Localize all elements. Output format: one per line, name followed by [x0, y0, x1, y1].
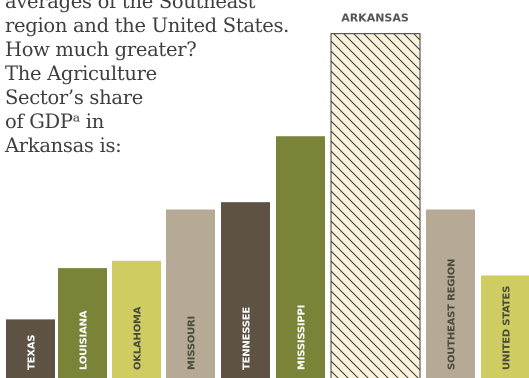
bar-label-missouri: MISSOURI	[187, 316, 198, 370]
bar-label-louisiana: LOUISIANA	[79, 310, 90, 370]
bar-label-tennessee: TENNESSEE	[242, 307, 253, 370]
bar-texas	[6, 319, 55, 378]
intro-line: averages of the Southeast	[5, 0, 256, 13]
bar-oklahoma	[112, 260, 161, 378]
bar-arkansas	[330, 33, 421, 378]
intro-text: averages of the Southeast region and the…	[5, 0, 305, 158]
labels-layer: TEXAS LOUISIANA OKLAHOMA MISSOURI TENNESSEE M…	[27, 12, 513, 370]
intro-line: of GDPᵃ in	[5, 110, 105, 133]
bar-label-southeast-region: SOUTHEAST REGION	[447, 259, 458, 370]
bar-mississippi	[276, 136, 325, 378]
bar-label-oklahoma: OKLAHOMA	[133, 306, 144, 370]
intro-line: Sector’s share	[5, 86, 143, 109]
bar-united-states	[481, 275, 529, 378]
bar-missouri	[166, 209, 215, 378]
bar-label-texas: TEXAS	[27, 335, 38, 370]
bar-label-mississippi: MISSISSIPPI	[297, 305, 308, 370]
intro-line: How much greater?	[5, 38, 197, 61]
bar-label-united-states: UNITED STATES	[502, 286, 513, 370]
bar-louisiana	[58, 268, 107, 378]
callout-label-arkansas: ARKANSAS	[341, 12, 409, 25]
bar-southeast-region	[426, 209, 475, 378]
intro-line: Arkansas is:	[5, 134, 122, 157]
bar-tennessee	[221, 202, 270, 378]
intro-line: The Agriculture	[5, 62, 157, 85]
intro-line: region and the United States.	[5, 14, 290, 37]
bars-layer	[6, 33, 529, 378]
